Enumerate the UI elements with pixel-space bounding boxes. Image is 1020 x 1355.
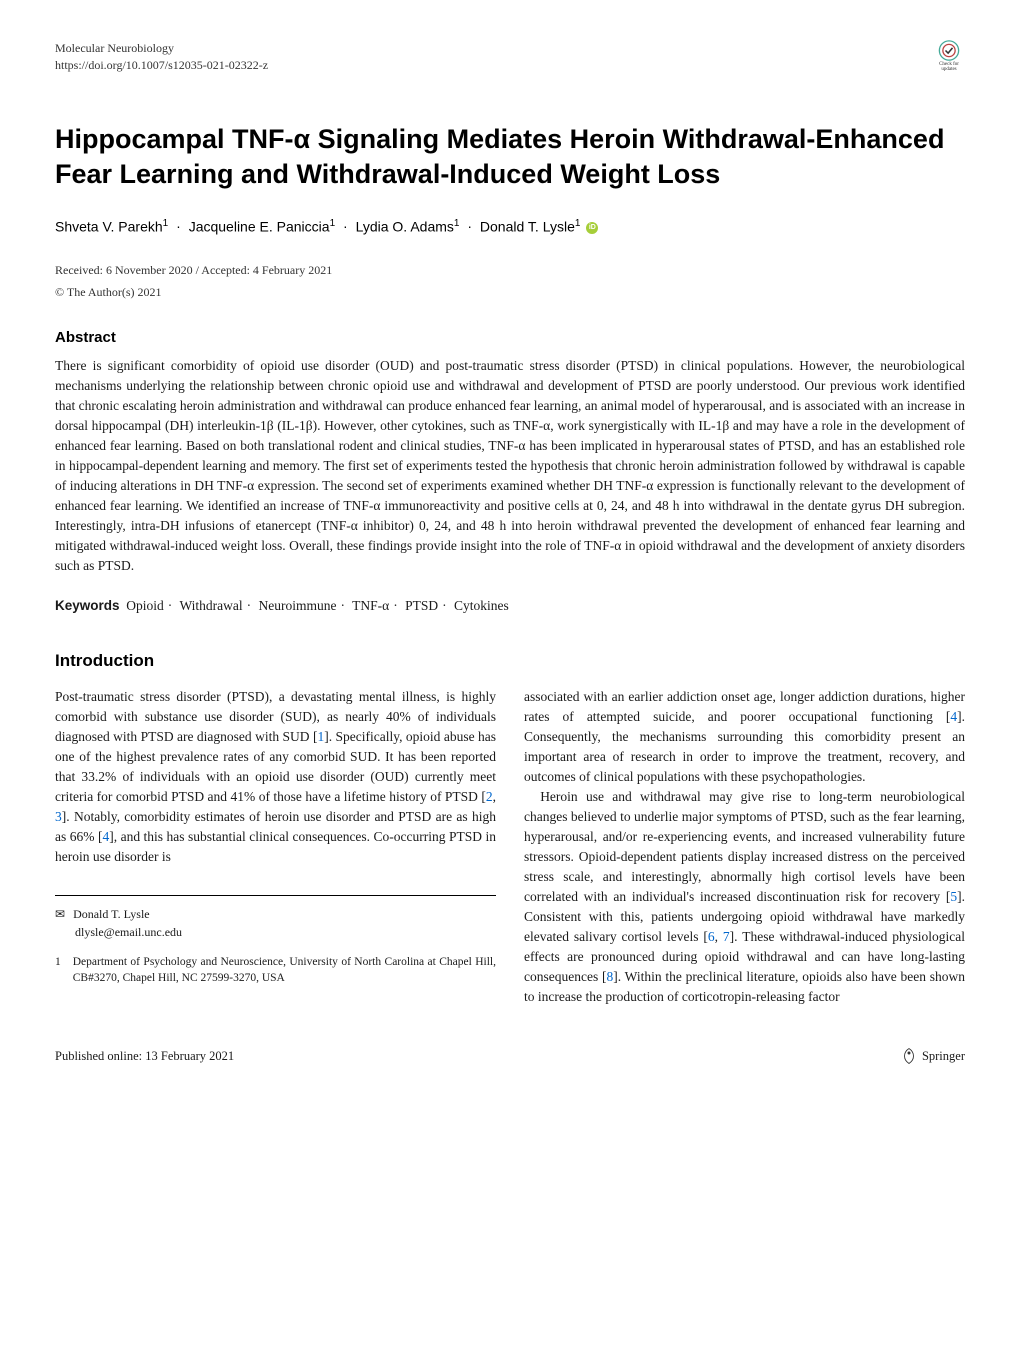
author-4-affil: 1 bbox=[575, 218, 581, 229]
journal-info: Molecular Neurobiology https://doi.org/1… bbox=[55, 40, 268, 74]
keyword-2: Withdrawal bbox=[179, 598, 242, 613]
publisher-name: Springer bbox=[922, 1047, 965, 1066]
introduction-heading: Introduction bbox=[55, 648, 965, 674]
journal-header: Molecular Neurobiology https://doi.org/1… bbox=[55, 40, 965, 74]
check-updates-label: Check for updates bbox=[933, 62, 965, 72]
author-2-affil: 1 bbox=[330, 218, 336, 229]
keywords-label: Keywords bbox=[55, 598, 120, 613]
orcid-icon[interactable] bbox=[586, 222, 598, 234]
ref-2[interactable]: 2 bbox=[486, 789, 493, 804]
correspondence-box: ✉ Donald T. Lysle dlysle@email.unc.edu 1 … bbox=[55, 895, 496, 986]
author-separator: · bbox=[176, 218, 181, 234]
abstract-heading: Abstract bbox=[55, 327, 965, 350]
keyword-3: Neuroimmune bbox=[259, 598, 337, 613]
corresponding-author: ✉ Donald T. Lysle bbox=[55, 906, 496, 924]
corr-author-email[interactable]: dlysle@email.unc.edu bbox=[75, 924, 496, 942]
ref-7[interactable]: 7 bbox=[723, 929, 730, 944]
page-footer: Published online: 13 February 2021 Sprin… bbox=[55, 1047, 965, 1066]
check-updates-icon bbox=[935, 40, 963, 61]
column-right: associated with an earlier addiction ons… bbox=[524, 687, 965, 1007]
corr-author-name: Donald T. Lysle bbox=[73, 907, 150, 921]
affiliation-number: 1 bbox=[55, 954, 61, 986]
author-3: Lydia O. Adams bbox=[356, 218, 454, 234]
doi-link[interactable]: https://doi.org/10.1007/s12035-021-02322… bbox=[55, 57, 268, 74]
keywords-line: Keywords Opioid· Withdrawal· Neuroimmune… bbox=[55, 596, 965, 616]
intro-paragraph-1-cont: associated with an earlier addiction ons… bbox=[524, 687, 965, 787]
intro-paragraph-2: Heroin use and withdrawal may give rise … bbox=[524, 787, 965, 1007]
authors-line: Shveta V. Parekh1 · Jacqueline E. Panicc… bbox=[55, 216, 965, 238]
column-left: Post-traumatic stress disorder (PTSD), a… bbox=[55, 687, 496, 1007]
publisher-logo: Springer bbox=[900, 1047, 965, 1066]
author-separator: · bbox=[467, 218, 472, 234]
copyright-line: © The Author(s) 2021 bbox=[55, 283, 965, 301]
keyword-5: PTSD bbox=[405, 598, 438, 613]
envelope-icon: ✉ bbox=[55, 906, 65, 924]
intro-paragraph-1: Post-traumatic stress disorder (PTSD), a… bbox=[55, 687, 496, 867]
keyword-6: Cytokines bbox=[454, 598, 509, 613]
check-updates-badge[interactable]: Check for updates bbox=[933, 40, 965, 72]
author-1-affil: 1 bbox=[163, 218, 169, 229]
keyword-4: TNF-α bbox=[352, 598, 389, 613]
springer-icon bbox=[900, 1047, 918, 1065]
ref-6[interactable]: 6 bbox=[708, 929, 715, 944]
author-1: Shveta V. Parekh bbox=[55, 218, 163, 234]
journal-name: Molecular Neurobiology bbox=[55, 40, 268, 57]
keyword-1: Opioid bbox=[126, 598, 164, 613]
author-4: Donald T. Lysle bbox=[480, 218, 575, 234]
body-columns: Post-traumatic stress disorder (PTSD), a… bbox=[55, 687, 965, 1007]
author-separator: · bbox=[343, 218, 348, 234]
affiliation-text: Department of Psychology and Neuroscienc… bbox=[73, 954, 496, 986]
author-2: Jacqueline E. Paniccia bbox=[189, 218, 330, 234]
affiliation: 1 Department of Psychology and Neuroscie… bbox=[55, 954, 496, 986]
abstract-text: There is significant comorbidity of opio… bbox=[55, 356, 965, 576]
article-title: Hippocampal TNF-α Signaling Mediates Her… bbox=[55, 122, 965, 192]
author-3-affil: 1 bbox=[454, 218, 460, 229]
ref-3[interactable]: 3 bbox=[55, 809, 62, 824]
article-dates: Received: 6 November 2020 / Accepted: 4 … bbox=[55, 261, 965, 279]
published-online: Published online: 13 February 2021 bbox=[55, 1047, 234, 1066]
